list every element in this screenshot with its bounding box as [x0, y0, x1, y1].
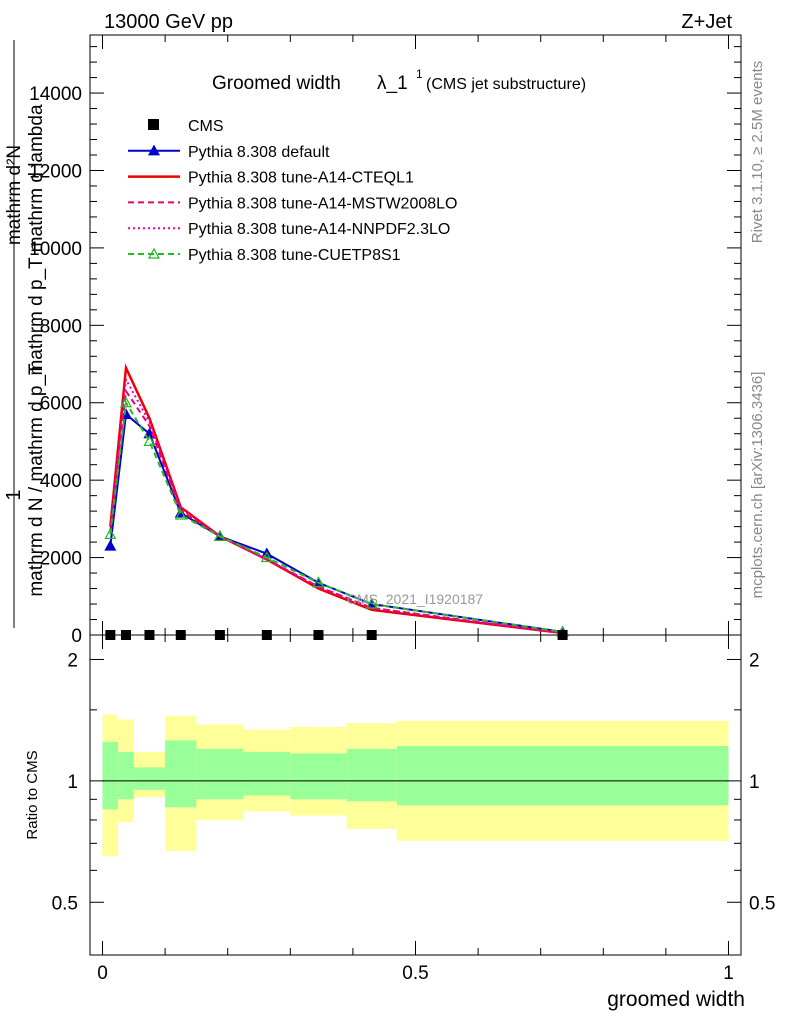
energy-label: 13000 GeV pp [104, 11, 233, 33]
legend: CMS Pythia 8.308 default Pythia 8.308 tune… [128, 118, 457, 264]
title-superscript: 1 [416, 67, 423, 81]
ratio-y-tick-label-right: 1 [749, 772, 760, 793]
title-main: Groomed width [212, 73, 341, 94]
main-panel: 0 2000 4000 6000 8000 10000 12000 14000 [29, 34, 742, 857]
series-marker [213, 530, 226, 541]
y-tick-label: 12000 [29, 161, 82, 182]
ratio-y-tick-label: 1 [67, 772, 78, 793]
ratio-band-inner [165, 740, 197, 808]
plot-title: Groomed width λ_1 1 (CMS jet substructur… [212, 67, 586, 94]
y-tick-label: 14000 [29, 84, 82, 105]
process-label: Z+Jet [681, 11, 732, 33]
y-tick-label: 2000 [40, 549, 82, 570]
ratio-band-inner [396, 746, 729, 806]
ratio-band-inner [196, 748, 244, 800]
y-label-denominator: mathrm d p_T mathrm d lambda [26, 104, 47, 375]
ratio-band-inner [290, 753, 347, 800]
ratio-y-label: Ratio to CMS [24, 750, 41, 839]
legend-label: Pythia 8.308 tune-A14-MSTW2008LO [188, 195, 457, 212]
ratio-band-inner [118, 751, 134, 800]
y-axis-label: mathrm d²N mathrm d p_T mathrm d lambda … [3, 40, 47, 628]
y-tick-label: 8000 [40, 316, 82, 337]
legend-label: Pythia 8.308 tune-A14-CTEQL1 [188, 170, 414, 187]
y-tick-label: 10000 [29, 239, 82, 260]
ratio-y-tick-label-right: 2 [749, 650, 760, 671]
ratio-bands [102, 714, 729, 857]
series-marker [119, 396, 133, 408]
legend-marker [147, 247, 161, 259]
ratio-axis-ticks: 0 0.5 1 0.5 0.5 1 1 2 2 [52, 635, 775, 984]
ratio-band-inner [346, 748, 397, 802]
ratio-band-inner [133, 767, 166, 790]
legend-label: CMS [188, 118, 224, 135]
y-tick-label: 0 [71, 626, 82, 647]
analysis-watermark: CMS_2021_I1920187 [347, 591, 483, 607]
title-lambda: λ_1 [377, 73, 408, 94]
x-tick-label: 0 [97, 963, 108, 984]
legend-swatch [148, 119, 159, 130]
ratio-y-tick-label: 2 [67, 650, 78, 671]
legend-label: Pythia 8.308 tune-CUETP8S1 [188, 247, 401, 264]
rivet-version-label: Rivet 3.1.10, ≥ 2.5M events [749, 61, 766, 244]
title-subtitle: (CMS jet substructure) [426, 76, 586, 93]
series-marker [312, 576, 325, 588]
x-tick-label: 1 [723, 963, 734, 984]
y-label-one: 1 [3, 489, 25, 500]
ratio-panel: 0 0.5 1 0.5 0.5 1 1 2 2 [52, 634, 775, 984]
y-label-normalization: mathrm d N / mathrm d p_T [26, 363, 47, 597]
mcplots-label: mcplots.cern.ch [arXiv:1306.3436] [749, 372, 766, 599]
series-marker [365, 597, 378, 609]
series-marker [174, 508, 187, 520]
ratio-band-inner [102, 741, 119, 810]
series-marker [260, 551, 273, 563]
ratio-band-inner [243, 751, 291, 796]
main-axis-ticks: 0 2000 4000 6000 8000 10000 12000 14000 [29, 35, 741, 647]
series-marker [104, 539, 117, 551]
series-marker [104, 528, 117, 539]
x-axis-label: groomed width [607, 988, 745, 1011]
y-tick-label: 6000 [40, 394, 82, 415]
legend-label: Pythia 8.308 tune-A14-NNPDF2.3LO [188, 221, 450, 238]
series-line [109, 412, 563, 633]
y-tick-label: 4000 [40, 471, 82, 492]
legend-marker [147, 144, 161, 156]
series-line [109, 399, 563, 633]
series-marker [143, 435, 156, 447]
ratio-y-tick-label: 0.5 [52, 893, 78, 914]
legend-label: Pythia 8.308 default [188, 144, 330, 161]
ratio-y-tick-label-right: 0.5 [749, 893, 775, 914]
x-tick-label: 0.5 [402, 963, 428, 984]
main-series-group [104, 363, 569, 637]
series-line [109, 388, 563, 635]
